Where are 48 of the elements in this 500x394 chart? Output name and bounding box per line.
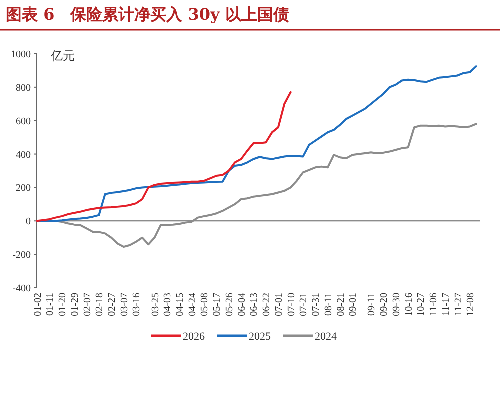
x-tick-label: 09-01 <box>348 293 360 316</box>
x-tick-label: 09-20 <box>379 293 390 316</box>
x-tick-label: 05-17 <box>212 293 224 316</box>
x-tick-label: 07-21 <box>298 293 310 316</box>
y-axis-title: 亿元 <box>50 49 75 63</box>
x-tick-label: 06-04 <box>236 293 248 316</box>
x-tick-label: 01-20 <box>58 293 69 316</box>
y-tick-label: -400 <box>12 284 31 294</box>
x-tick-label: 01-11 <box>45 293 56 316</box>
x-tick-label: 05-26 <box>224 293 236 316</box>
x-tick-label: 08-21 <box>336 293 347 316</box>
x-tick-label: 07-01 <box>274 293 285 316</box>
x-tick-label: 08-11 <box>323 293 334 316</box>
x-tick-label: 09-30 <box>391 293 402 316</box>
x-tick-label: 04-03 <box>162 293 174 316</box>
x-tick-label: 01-02 <box>32 293 44 316</box>
x-tick-label: 07-10 <box>286 293 298 316</box>
chart-title: 图表 6 保险累计净买入 30y 以上国债 <box>6 5 290 24</box>
x-tick-label: 04-15 <box>175 293 186 316</box>
y-tick-label: -200 <box>12 250 31 262</box>
x-tick-label: 10-16 <box>404 293 415 316</box>
y-tick-label: 0 <box>26 216 31 228</box>
x-tick-label: 06-22 <box>262 293 273 316</box>
x-tick-label: 11-17 <box>440 293 452 316</box>
x-tick-label: 12-08 <box>466 293 477 316</box>
legend-label: 2024 <box>315 331 338 343</box>
legend-label: 2025 <box>249 331 272 343</box>
x-tick-label: 03-25 <box>150 293 162 316</box>
y-tick-label: 400 <box>16 150 31 161</box>
x-tick-label: 11-27 <box>453 293 464 316</box>
x-tick-label: 01-29 <box>70 293 81 316</box>
x-tick-label: 11-06 <box>428 293 440 316</box>
x-tick-label: 04-24 <box>187 293 198 316</box>
x-tick-label: 03-16 <box>132 293 143 316</box>
x-tick-label: 02-07 <box>82 293 94 316</box>
x-tick-label: 07-31 <box>311 293 322 316</box>
x-tick-label: 09-11 <box>366 293 378 316</box>
x-tick-label: 10-27 <box>416 293 428 316</box>
x-tick-label: 06-13 <box>249 293 260 316</box>
x-tick-label: 03-07 <box>119 293 130 316</box>
y-tick-label: 1000 <box>11 50 31 60</box>
legend-label: 2026 <box>183 331 206 343</box>
x-tick-label: 05-08 <box>200 293 211 316</box>
x-tick-label: 02-18 <box>94 293 106 316</box>
y-tick-label: 800 <box>16 82 31 94</box>
y-tick-label: 200 <box>16 183 31 194</box>
y-tick-label: 600 <box>16 116 31 128</box>
x-tick-label: 02-27 <box>106 293 118 316</box>
